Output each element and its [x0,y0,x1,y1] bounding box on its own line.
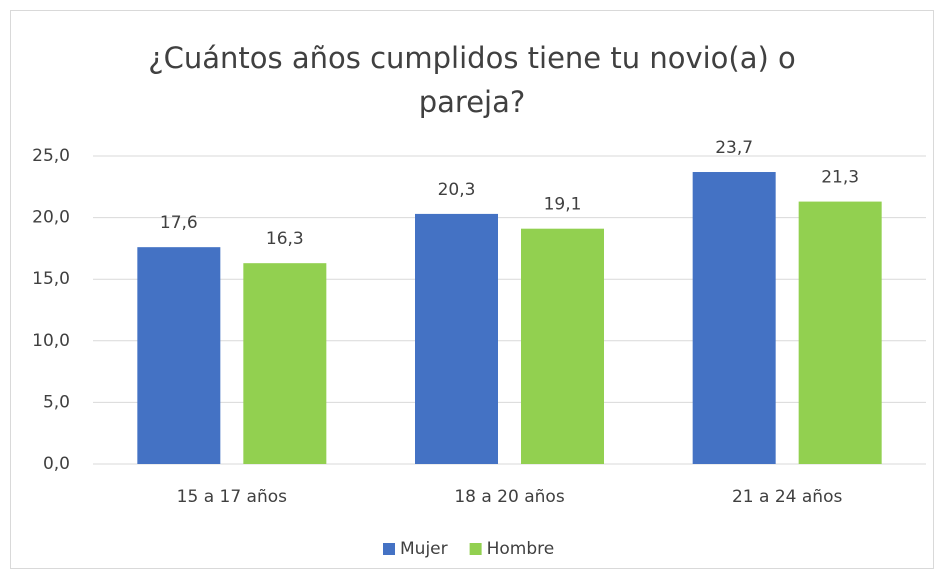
legend-swatch [469,543,482,555]
x-tick-label: 21 a 24 años [732,487,842,507]
legend-label: Hombre [487,539,555,559]
y-tick-label: 15,0 [32,269,70,289]
bar [692,172,776,465]
y-tick-label: 5,0 [43,392,70,412]
data-label: 21,3 [821,168,859,188]
y-tick-label: 10,0 [32,331,70,351]
bar [243,263,327,464]
legend-label: Mujer [400,539,448,559]
legend-swatch [383,543,395,555]
bar [798,201,882,465]
chart-title: ¿Cuántos años cumplidos tiene tu novio(a… [148,41,796,119]
bar [137,247,221,464]
x-tick-label: 15 a 17 años [177,487,287,507]
data-label: 16,3 [266,229,304,249]
y-tick-label: 0,0 [43,454,70,474]
data-label: 23,7 [715,138,753,158]
bar [415,213,498,464]
data-label: 20,3 [438,180,476,200]
data-label: 17,6 [160,213,198,233]
bar [521,228,604,464]
y-tick-label: 25,0 [32,146,70,166]
x-tick-label: 18 a 20 años [454,487,564,507]
data-label: 19,1 [544,195,582,215]
y-tick-label: 20,0 [32,208,70,228]
